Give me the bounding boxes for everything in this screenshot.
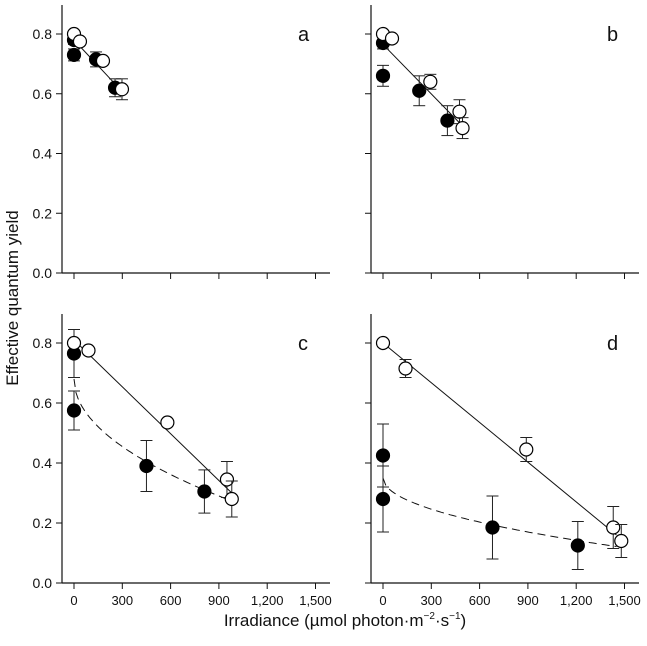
data-point-filled	[375, 68, 391, 83]
data-point-open	[398, 361, 413, 376]
y-tick-label: 0.8	[33, 26, 53, 42]
x-axis-label-main: Irradiance (µmol photon·m	[224, 611, 424, 630]
x-tick-label: 900	[208, 593, 230, 608]
data-point-open	[224, 491, 239, 507]
data-point-filled	[440, 113, 455, 128]
data-point-open	[452, 104, 467, 119]
data-point-open	[614, 533, 629, 549]
data-point-open	[423, 74, 438, 89]
x-axis-label-sup2: −1	[449, 611, 461, 622]
data-point-filled	[375, 448, 391, 463]
data-point-open	[81, 343, 96, 358]
data-point-filled	[485, 520, 500, 535]
x-tick-label: 1,200	[560, 593, 593, 608]
data-point-open	[606, 520, 621, 535]
y-tick-label: 0.0	[33, 265, 53, 281]
x-axis-label-mid: ·s	[435, 611, 449, 630]
x-tick-label: 300	[111, 593, 133, 608]
data-point-open	[95, 53, 111, 68]
fit-curve-dashed	[382, 477, 617, 547]
panel-a: 0.0 0.2 0.4 0.6 0.8 a	[33, 5, 330, 281]
data-point-filled	[570, 538, 585, 553]
panel-c: 0.0 0.2 0.4 0.6 0.8 0 300 600 900 1,200 1,500 c	[33, 314, 332, 608]
data-point-filled	[139, 458, 154, 474]
data-point-open	[160, 415, 175, 430]
y-tick-label: 0.4	[33, 146, 53, 162]
y-tick-label: 0.8	[33, 335, 53, 351]
data-point-open	[375, 335, 391, 351]
y-tick-label: 0.2	[33, 515, 53, 531]
panel-b: b	[365, 5, 639, 279]
data-point-filled	[375, 491, 391, 507]
panel-d: 0 300 600 900 1,200 1,500 d	[365, 314, 641, 608]
y-tick-label: 0.2	[33, 205, 53, 221]
data-point-filled	[197, 484, 212, 499]
fit-line-solid	[73, 339, 233, 494]
data-point-open	[66, 335, 82, 351]
y-tick-label: 0.6	[33, 86, 53, 102]
x-tick-label: 300	[420, 593, 442, 608]
fit-line-solid	[382, 44, 461, 124]
panel-label: a	[298, 24, 310, 46]
x-tick-label: 900	[517, 593, 539, 608]
x-tick-label: 600	[469, 593, 491, 608]
data-point-open	[219, 472, 235, 487]
y-tick-label: 0.0	[33, 575, 53, 591]
x-axis-label: Irradiance (µmol photon·m−2·s−1)	[224, 611, 466, 630]
x-tick-label: 1,500	[299, 593, 332, 608]
fit-line-solid	[382, 342, 617, 536]
x-tick-label: 1,200	[251, 593, 284, 608]
y-tick-label: 0.6	[33, 395, 53, 411]
x-axis-label-end: )	[461, 611, 467, 630]
panel-label: d	[607, 333, 618, 355]
x-tick-label: 1,500	[608, 593, 641, 608]
panel-label: b	[607, 24, 618, 46]
data-point-filled	[66, 403, 82, 418]
data-point-open	[519, 442, 534, 457]
x-tick-label: 0	[379, 593, 386, 608]
x-tick-label: 0	[70, 593, 77, 608]
y-tick-label: 0.4	[33, 455, 53, 471]
data-point-filled	[412, 83, 427, 98]
data-point-filled	[66, 47, 82, 63]
data-point-open	[384, 31, 400, 46]
fit-curve-dashed	[73, 378, 231, 501]
x-axis-label-sup1: −2	[424, 611, 436, 622]
x-tick-label: 600	[160, 593, 182, 608]
y-axis-label: Effective quantum yield	[3, 210, 22, 385]
data-point-open	[114, 82, 130, 97]
data-point-open	[455, 121, 470, 136]
data-point-open	[72, 34, 88, 49]
panel-label: c	[298, 333, 308, 355]
